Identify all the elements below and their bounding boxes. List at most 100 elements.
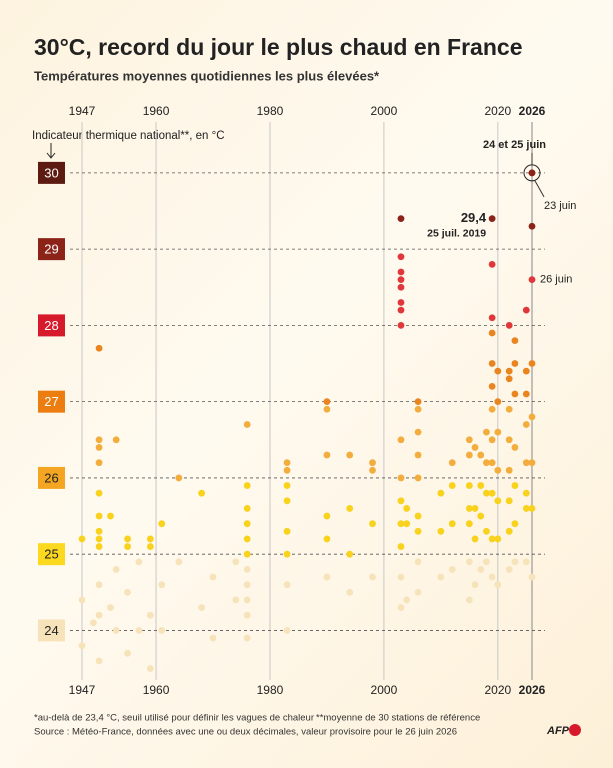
point — [505, 566, 513, 573]
point — [488, 436, 496, 444]
point — [146, 535, 154, 543]
point — [95, 581, 103, 589]
point — [107, 604, 114, 611]
point — [437, 489, 445, 497]
y-tick-box — [38, 466, 65, 489]
chart-title: 30°C, record du jour le plus chaud en Fr… — [34, 34, 522, 60]
x-tick-label: 1980 — [257, 683, 284, 697]
point — [528, 360, 536, 367]
point — [124, 535, 131, 543]
point — [488, 260, 496, 268]
point — [243, 535, 251, 543]
annotation: 25 juil. 2019 — [427, 227, 486, 239]
point — [397, 436, 405, 444]
point — [511, 360, 519, 367]
point — [232, 596, 240, 604]
point — [483, 428, 490, 436]
point — [346, 550, 354, 558]
x-tick-label: 1947 — [69, 104, 96, 118]
point — [323, 512, 331, 520]
point — [477, 451, 485, 459]
point — [397, 299, 405, 306]
point — [95, 535, 103, 543]
point — [369, 459, 376, 467]
point — [465, 596, 473, 604]
x-tick-label: 1947 — [69, 683, 96, 697]
point — [511, 390, 519, 398]
point — [465, 505, 473, 512]
x-tick-label: 2000 — [371, 683, 398, 697]
arrow-head — [46, 152, 56, 159]
point — [107, 512, 114, 520]
point — [403, 520, 411, 528]
point — [146, 665, 154, 672]
footnote: *au-delà de 23,4 °C, seuil utilisé pour … — [34, 713, 314, 724]
point — [397, 268, 405, 276]
annotation: 23 juin — [544, 200, 576, 212]
point — [414, 474, 422, 482]
point — [403, 505, 411, 512]
point — [346, 505, 354, 512]
point — [198, 604, 206, 611]
point — [522, 459, 530, 467]
point — [243, 566, 251, 573]
point — [397, 321, 405, 329]
point — [146, 611, 154, 619]
point — [522, 489, 530, 497]
point — [158, 520, 166, 528]
point — [494, 428, 502, 436]
point — [437, 527, 445, 535]
point — [78, 596, 86, 604]
point — [477, 482, 485, 489]
point — [346, 451, 354, 459]
point — [448, 459, 456, 467]
point — [158, 627, 166, 634]
point — [528, 222, 536, 230]
point — [522, 505, 530, 512]
point — [95, 512, 103, 520]
point — [369, 466, 376, 474]
point — [283, 581, 291, 589]
point — [397, 215, 405, 223]
point — [323, 451, 331, 459]
point — [414, 588, 422, 596]
point — [243, 596, 251, 604]
point — [95, 344, 103, 352]
point — [511, 444, 519, 451]
point — [465, 520, 473, 528]
annotation: 29,4 — [461, 210, 487, 225]
point — [471, 535, 479, 543]
point — [323, 398, 331, 406]
x-tick-label: 2026 — [519, 104, 546, 118]
point — [494, 497, 502, 505]
point — [283, 482, 291, 489]
point — [95, 657, 103, 665]
x-tick-label: 2020 — [484, 683, 511, 697]
point — [471, 581, 479, 589]
point — [483, 527, 490, 535]
point — [346, 588, 354, 596]
leader — [534, 180, 545, 198]
y-tick-label: 25 — [44, 547, 58, 562]
point — [477, 512, 485, 520]
point — [494, 535, 502, 543]
point — [369, 520, 376, 528]
point — [522, 367, 530, 375]
point — [397, 573, 405, 581]
x-tick-label: 2026 — [519, 683, 546, 697]
point — [522, 306, 530, 314]
point — [511, 337, 519, 345]
y-axis-label: Indicateur thermique national**, en °C — [32, 130, 225, 142]
point — [135, 558, 143, 566]
y-tick-box — [38, 390, 65, 413]
point — [175, 558, 183, 566]
point — [89, 619, 97, 627]
point — [78, 535, 86, 543]
point — [323, 573, 331, 581]
point — [95, 489, 103, 497]
point — [158, 581, 166, 589]
point — [397, 604, 405, 611]
point — [528, 413, 536, 421]
point — [397, 497, 405, 505]
point — [78, 642, 86, 650]
